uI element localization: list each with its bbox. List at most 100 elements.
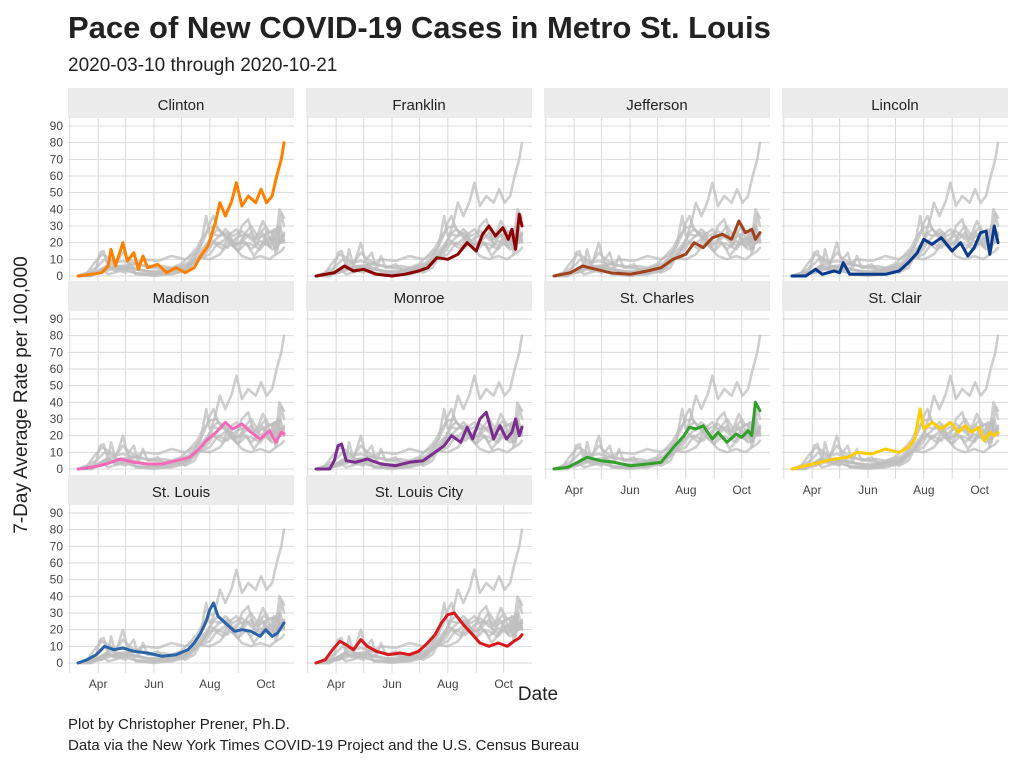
y-tick-label: 50 <box>50 186 64 200</box>
background-series-line <box>790 412 1000 471</box>
y-tick-label: 40 <box>50 202 64 216</box>
facet-panel: St. Louis City Apr Jun Aug Oct <box>306 475 532 691</box>
x-tick-label: Apr <box>803 483 822 497</box>
x-tick-label: Apr <box>89 677 108 691</box>
facet-strip <box>544 88 770 118</box>
facet-panel: St. Louis 0 10 20 30 40 50 60 70 80 90 Apr Jun Aug Oct <box>50 475 294 691</box>
x-tick-label: Jun <box>382 677 401 691</box>
background-series-line <box>314 412 524 471</box>
facet-strip <box>306 281 532 311</box>
y-tick-label: 50 <box>50 379 64 393</box>
chart-title: Pace of New COVID-19 Cases in Metro St. … <box>68 10 771 45</box>
background-series-line <box>76 219 286 278</box>
facet-strip <box>68 281 294 311</box>
facet-panel: Franklin <box>306 88 532 286</box>
background-series-line <box>314 417 524 471</box>
facet-panel: Clinton 0 10 20 30 40 50 60 70 80 90 <box>50 88 294 286</box>
facet-panel: Madison 0 10 20 30 40 50 60 70 80 90 <box>50 281 294 479</box>
x-tick-label: Jun <box>858 483 877 497</box>
facet-strip <box>68 475 294 505</box>
facet-panel: Jefferson <box>544 88 770 286</box>
highlight-series-line <box>76 420 286 471</box>
background-series-line <box>76 611 286 665</box>
y-tick-label: 80 <box>50 329 64 343</box>
x-tick-label: Aug <box>199 677 220 691</box>
x-axis-label: Date <box>517 684 559 705</box>
background-series-line <box>552 224 762 278</box>
x-tick-label: Jun <box>620 483 639 497</box>
x-tick-label: Aug <box>675 483 696 497</box>
highlight-series-line <box>552 400 762 471</box>
y-tick-label: 10 <box>50 445 64 459</box>
y-tick-label: 60 <box>50 362 64 376</box>
x-tick-label: Aug <box>437 677 458 691</box>
x-tick-label: Aug <box>913 483 934 497</box>
y-tick-label: 0 <box>56 656 63 670</box>
y-tick-label: 80 <box>50 136 64 150</box>
highlight-series-line <box>790 407 1000 471</box>
facet-strip <box>782 281 1008 311</box>
background-series-line <box>76 412 286 471</box>
highlight-series-line <box>76 601 286 665</box>
facet-strip <box>306 88 532 118</box>
y-tick-label: 30 <box>50 606 64 620</box>
facet-label: St. Charles <box>620 290 694 307</box>
highlight-series-line <box>314 611 524 665</box>
y-tick-label: 90 <box>50 119 64 133</box>
y-tick-label: 20 <box>50 623 64 637</box>
y-tick-label: 90 <box>50 312 64 326</box>
facet-strip <box>782 88 1008 118</box>
y-tick-label: 40 <box>50 589 64 603</box>
facet-label: Madison <box>153 290 210 307</box>
background-series-line <box>76 417 286 471</box>
y-tick-label: 60 <box>50 169 64 183</box>
facet-panel: St. Charles Apr Jun Aug Oct <box>544 281 770 497</box>
chart-caption: Plot by Christopher Prener, Ph.D. Data v… <box>68 714 579 756</box>
y-tick-label: 20 <box>50 429 64 443</box>
y-tick-label: 80 <box>50 523 64 537</box>
highlight-series-line <box>76 141 286 278</box>
background-series-line <box>314 224 524 278</box>
y-tick-label: 30 <box>50 219 64 233</box>
x-tick-label: Oct <box>494 677 513 691</box>
y-tick-label: 40 <box>50 395 64 409</box>
highlight-series-line <box>552 219 762 278</box>
x-tick-label: Oct <box>732 483 751 497</box>
y-tick-label: 10 <box>50 252 64 266</box>
y-tick-label: 70 <box>50 539 64 553</box>
background-series-line <box>552 417 762 471</box>
background-series-line <box>314 606 524 665</box>
facet-panel: St. Clair Apr Jun Aug Oct <box>782 281 1008 497</box>
x-tick-label: Oct <box>970 483 989 497</box>
facet-label: Franklin <box>392 97 445 114</box>
facet-label: Lincoln <box>871 97 919 114</box>
chart-subtitle: 2020-03-10 through 2020-10-21 <box>68 55 338 76</box>
facet-panel: Monroe <box>306 281 532 479</box>
background-series-line <box>552 412 762 471</box>
caption-line-author: Plot by Christopher Prener, Ph.D. <box>68 716 290 733</box>
y-tick-label: 70 <box>50 345 64 359</box>
y-tick-label: 70 <box>50 152 64 166</box>
facet-label: Jefferson <box>626 97 687 114</box>
y-tick-label: 10 <box>50 639 64 653</box>
facet-strip <box>544 281 770 311</box>
x-tick-label: Apr <box>327 677 346 691</box>
facet-label: Clinton <box>158 97 205 114</box>
facet-label: Monroe <box>394 290 445 307</box>
x-tick-label: Oct <box>256 677 275 691</box>
highlight-series-line <box>790 224 1000 278</box>
y-tick-label: 30 <box>50 412 64 426</box>
background-series-line <box>790 224 1000 278</box>
y-tick-label: 50 <box>50 573 64 587</box>
background-series-line <box>76 606 286 665</box>
y-tick-label: 0 <box>56 269 63 283</box>
facet-strip <box>306 475 532 505</box>
facet-label: St. Clair <box>868 290 921 307</box>
highlight-series-line <box>314 212 524 278</box>
facet-strip <box>68 88 294 118</box>
y-tick-label: 20 <box>50 236 64 250</box>
x-tick-label: Jun <box>144 677 163 691</box>
y-tick-label: 60 <box>50 556 64 570</box>
y-tick-label: 0 <box>56 462 63 476</box>
